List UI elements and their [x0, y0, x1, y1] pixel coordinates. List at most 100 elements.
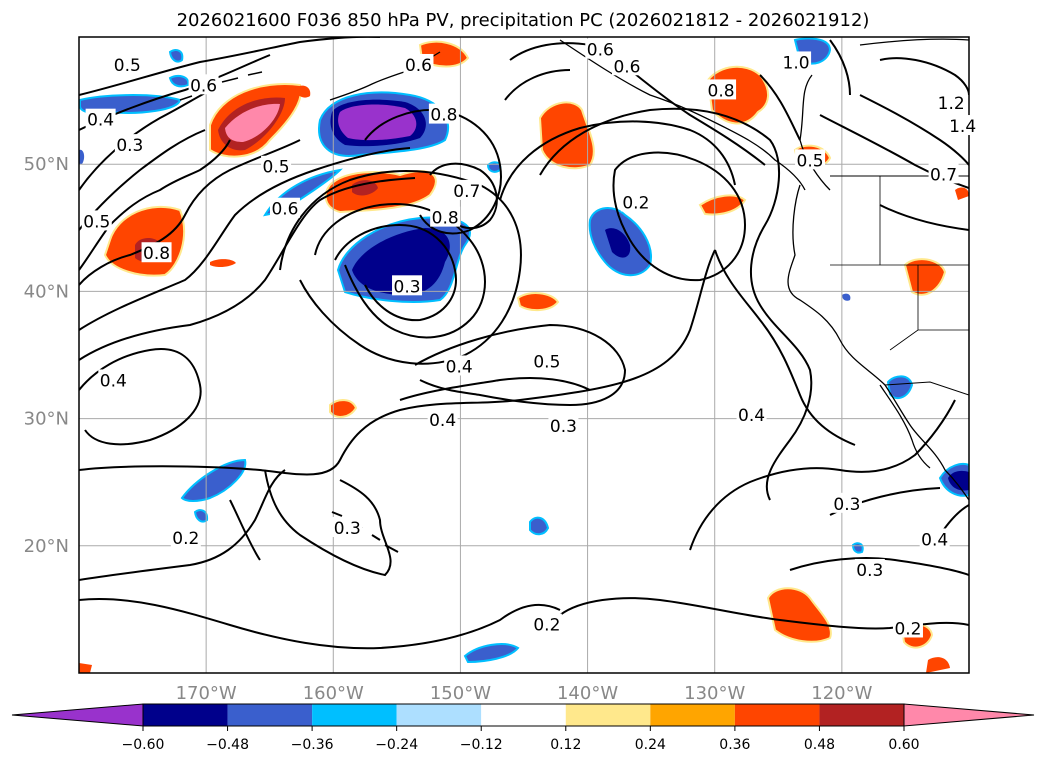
lat-tick-label: 20°N	[24, 536, 69, 557]
contour-label-halo	[795, 149, 826, 170]
pv-contour	[789, 557, 969, 576]
precip-negative-area	[851, 542, 864, 554]
precip-negative-area	[842, 293, 851, 301]
lat-tick-label: 50°N	[24, 154, 69, 175]
pv-contour	[879, 57, 969, 96]
contour-label: 0.5	[533, 352, 560, 372]
pv-contour	[79, 87, 216, 191]
precip-negative-area	[168, 49, 184, 63]
contour-label: 0.6	[587, 41, 614, 61]
contour-label-halo	[430, 206, 461, 227]
colorbar	[11, 703, 1035, 727]
us-mexico-border	[884, 381, 969, 396]
pv-contour	[759, 39, 851, 141]
contour-label: 0.2	[533, 616, 560, 636]
precip-positive-area	[295, 85, 311, 98]
lon-tick-label: 130°W	[684, 683, 745, 704]
colorbar-bin	[819, 704, 904, 726]
pv-contour	[79, 469, 286, 581]
contour-label-halo	[831, 492, 862, 513]
lon-tick-label: 140°W	[557, 683, 618, 704]
contour-label-halo	[928, 163, 959, 184]
pv-contour	[499, 120, 736, 201]
precip-positive-area	[210, 259, 236, 268]
precip-positive-area	[926, 657, 950, 673]
precip-negative-area	[886, 375, 914, 400]
colorbar-tick-labels: −0.60 −0.48 −0.36 −0.24 −0.12 0.12 0.24 0.36 0.4…	[122, 726, 920, 753]
pv-contour	[414, 323, 627, 407]
colorbar-bin	[734, 704, 820, 726]
contour-label-halo	[919, 528, 950, 549]
contour-label-halo	[85, 108, 116, 129]
contour-label: 0.4	[921, 530, 948, 550]
colorbar-tick-label: −0.48	[206, 737, 249, 753]
contour-label: 0.3	[856, 561, 883, 581]
contour-label-halo	[392, 275, 423, 296]
contour-label-halo	[548, 415, 579, 436]
contour-label-halo	[531, 350, 562, 371]
contour-label-halo	[427, 408, 458, 429]
contour-label: 0.3	[833, 495, 860, 515]
contour-label-halo	[141, 242, 172, 263]
colorbar-tick-label: 0.36	[719, 737, 750, 753]
contour-label: 0.2	[172, 529, 199, 549]
lat-tick-label: 40°N	[24, 281, 69, 302]
contour-label-halo	[261, 155, 292, 176]
pv-contour	[689, 399, 956, 551]
contour-label: 0.5	[797, 151, 824, 171]
contour-label-halo	[444, 355, 475, 376]
pv-contour	[612, 151, 747, 282]
pv-contour	[79, 177, 416, 361]
contour-label: 0.6	[190, 76, 217, 96]
colorbar-bin	[312, 704, 397, 726]
precip-negative-core	[605, 228, 631, 258]
lat-tick-label: 30°N	[24, 409, 69, 430]
pv-contour	[79, 147, 411, 331]
contour-label: 0.4	[446, 357, 473, 377]
pv-contour	[429, 162, 498, 229]
contour-label: 1.2	[938, 94, 965, 114]
colorbar-tick-label: 0.24	[635, 737, 666, 753]
map-frame	[78, 36, 970, 674]
precip-positive-max	[225, 103, 280, 142]
pv-contour	[279, 169, 522, 365]
precip-positive-area	[79, 663, 92, 673]
colorbar-tick-label: −0.24	[375, 737, 418, 753]
precip-negative-core	[948, 470, 969, 491]
contour-label-halo	[706, 79, 737, 100]
precip-negative-max	[338, 104, 417, 141]
contour-label-halo	[736, 403, 767, 424]
precip-negative-core	[352, 228, 450, 295]
contour-label: 0.4	[100, 371, 127, 391]
lon-tick-label: 120°W	[811, 683, 872, 704]
pv-contour	[859, 94, 969, 166]
contour-label-halo	[112, 53, 143, 74]
pv-contour	[364, 108, 502, 235]
contour-label-halo	[936, 92, 967, 113]
pv-contour	[79, 598, 561, 650]
contour-label-halo	[781, 51, 812, 72]
colorbar-bin	[227, 704, 313, 726]
contour-label-halo	[98, 369, 129, 390]
contour-label-halo	[854, 558, 885, 579]
precip-positive-area	[955, 187, 969, 200]
precip-positive-core	[352, 180, 378, 196]
precip-negative-area	[529, 516, 550, 536]
contour-label: 0.2	[622, 193, 649, 213]
contour-label-halo	[269, 197, 300, 218]
latitude-tick-labels: 20°N 30°N 40°N 50°N	[24, 154, 69, 557]
precip-positive-area	[329, 399, 358, 418]
pv-contour	[399, 377, 591, 401]
contour-label: 0.8	[708, 81, 735, 101]
precip-negative-area	[463, 643, 520, 664]
lon-tick-label: 170°W	[176, 683, 237, 704]
chart-title: 2026021600 F036 850 hPa PV, precipitatio…	[177, 10, 870, 31]
contour-label: 0.8	[430, 106, 457, 126]
contour-label: 0.3	[550, 417, 577, 437]
pv-contour-labels: 0.50.30.40.60.50.50.60.80.60.80.70.80.30…	[81, 38, 978, 639]
contour-label: 0.3	[334, 519, 361, 539]
colorbar-tick-label: 0.60	[888, 737, 919, 753]
contour-label: 0.3	[116, 136, 143, 156]
contour-label-halo	[947, 115, 978, 136]
